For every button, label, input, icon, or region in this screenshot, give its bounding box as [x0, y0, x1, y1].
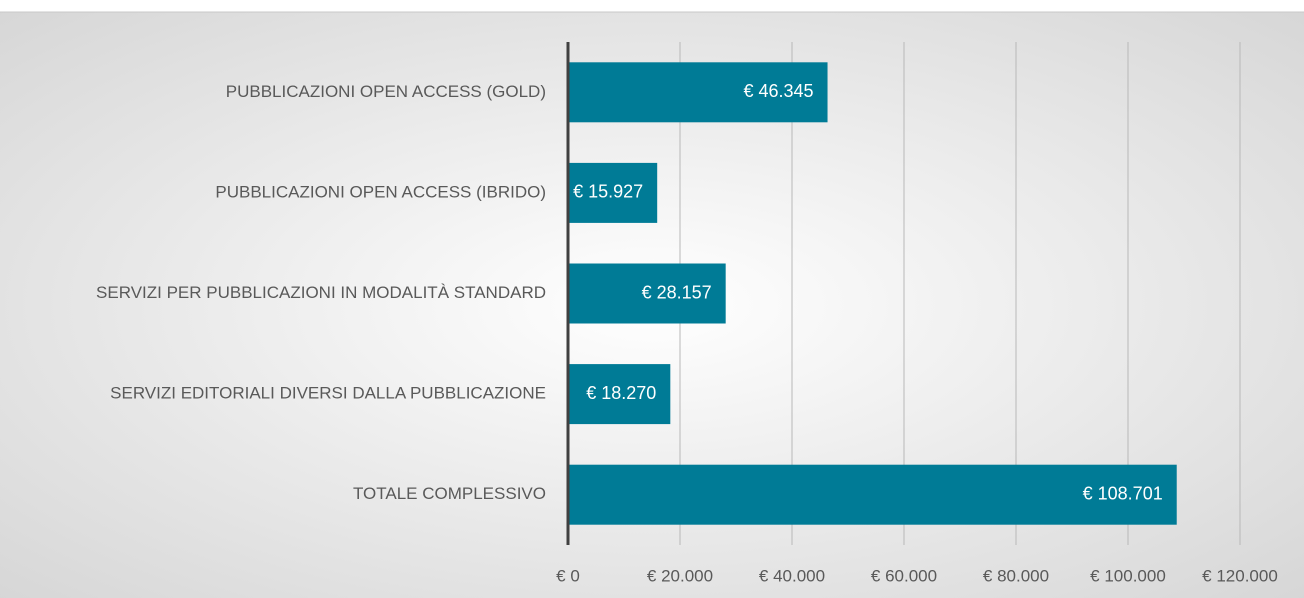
x-tick-label: € 100.000 [1090, 566, 1166, 585]
value-label: € 46.345 [743, 81, 813, 101]
bar [568, 364, 671, 425]
value-label: € 15.927 [573, 182, 643, 202]
y-tick-label: SERVIZI PER PUBBLICAZIONI IN MODALITÀ ST… [96, 283, 546, 302]
y-tick-label: TOTALE COMPLESSIVO [353, 484, 546, 503]
x-tick-label: € 120.000 [1202, 566, 1278, 585]
y-tick-label: SERVIZI EDITORIALI DIVERSI DALLA PUBBLIC… [110, 384, 546, 403]
x-tick-label: € 20.000 [647, 566, 713, 585]
bar [568, 62, 828, 123]
value-label: € 108.701 [1083, 483, 1163, 503]
bar [568, 263, 726, 324]
value-label: € 18.270 [586, 383, 656, 403]
bar [568, 162, 658, 223]
bar [568, 464, 1177, 525]
x-tick-label: € 0 [556, 566, 580, 585]
value-label: € 28.157 [642, 282, 712, 302]
x-tick-label: € 40.000 [759, 566, 825, 585]
y-tick-label: PUBBLICAZIONI OPEN ACCESS (GOLD) [226, 82, 546, 101]
y-tick-label: PUBBLICAZIONI OPEN ACCESS (IBRIDO) [215, 182, 546, 201]
x-tick-label: € 80.000 [983, 566, 1049, 585]
x-tick-label: € 60.000 [871, 566, 937, 585]
